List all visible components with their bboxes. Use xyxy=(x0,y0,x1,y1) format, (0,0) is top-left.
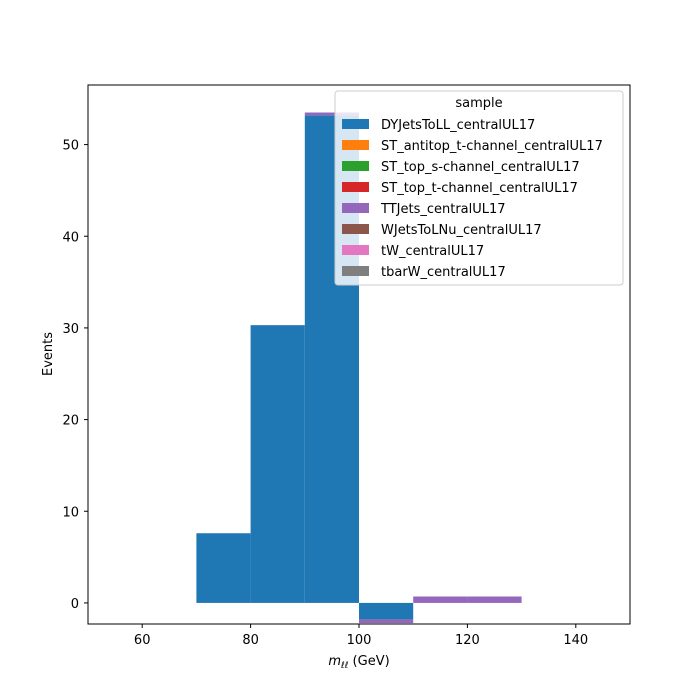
legend-box xyxy=(334,90,624,286)
legend-label: ST_top_t-channel_centralUL17 xyxy=(381,181,578,196)
x-tick-label: 80 xyxy=(242,633,259,648)
y-tick-label: 10 xyxy=(62,505,79,520)
legend-label: ST_antitop_t-channel_centralUL17 xyxy=(381,139,603,154)
x-tick-label: 140 xyxy=(563,633,588,648)
ticks-layer: 60 80 100 120 140 0 10 20 30 40 50 xyxy=(62,139,588,648)
legend-label: tW_centralUL17 xyxy=(381,244,484,259)
y-tick-label: 20 xyxy=(62,414,79,429)
legend-entries: DYJetsToLL_centralUL17 ST_antitop_t-chann… xyxy=(342,118,603,280)
legend: sample DYJetsToLL_centralUL17 ST_antitop_… xyxy=(334,90,624,286)
x-tick-label: 120 xyxy=(455,633,480,648)
legend-swatch xyxy=(342,266,369,276)
x-axis-label-main: m xyxy=(328,654,341,669)
bar xyxy=(467,596,522,603)
legend-swatch xyxy=(342,203,369,213)
y-tick-label: 50 xyxy=(62,139,79,154)
y-tick-label: 0 xyxy=(71,597,79,612)
legend-swatch xyxy=(342,182,369,192)
y-axis-label: Events xyxy=(41,332,56,376)
x-axis-label: mℓℓ (GeV) xyxy=(328,654,389,671)
legend-swatch xyxy=(342,245,369,255)
bars-layer xyxy=(196,112,522,624)
bar xyxy=(359,619,414,624)
x-tick-label: 100 xyxy=(347,633,372,648)
legend-swatch xyxy=(342,161,369,171)
legend-label: TTJets_centralUL17 xyxy=(380,202,506,217)
legend-swatch xyxy=(342,119,369,129)
bar xyxy=(413,596,468,603)
legend-swatch xyxy=(342,140,369,150)
legend-label: DYJetsToLL_centralUL17 xyxy=(381,118,535,133)
bar xyxy=(359,602,414,620)
legend-label: WJetsToLNu_centralUL17 xyxy=(381,223,542,238)
x-axis-label-unit: (GeV) xyxy=(348,654,389,669)
bar xyxy=(250,325,305,603)
bar xyxy=(196,533,251,603)
y-tick-label: 30 xyxy=(62,322,79,337)
legend-label: ST_top_s-channel_centralUL17 xyxy=(381,160,580,175)
x-tick-label: 60 xyxy=(134,633,151,648)
legend-title: sample xyxy=(455,96,502,111)
x-axis-label-sub: ℓℓ xyxy=(340,661,348,671)
bar xyxy=(304,112,359,116)
y-tick-label: 40 xyxy=(62,230,79,245)
legend-swatch xyxy=(342,224,369,234)
legend-label: tbarW_centralUL17 xyxy=(381,265,506,280)
